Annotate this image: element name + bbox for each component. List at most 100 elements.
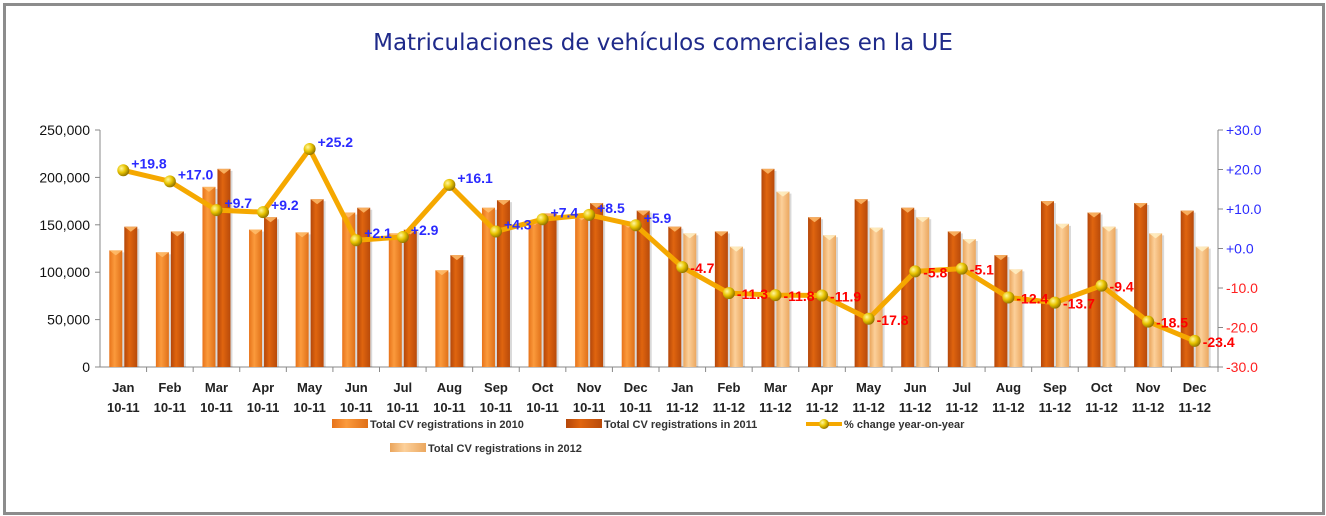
pct-change-marker: [583, 208, 596, 221]
bar-2012: [1102, 226, 1116, 367]
pct-change-label: +17.0: [178, 166, 214, 182]
legend-label: Total CV registrations in 2012: [428, 443, 582, 455]
left-tick-label: 200,000: [39, 169, 90, 185]
bar-2012: [916, 217, 930, 367]
bar-top-highlight: [295, 232, 309, 238]
x-tick-label-period: 10-11: [526, 400, 559, 415]
pct-change-label: -5.8: [923, 264, 947, 280]
x-tick-label-period: 10-11: [387, 400, 420, 415]
bar-top-highlight: [1149, 233, 1163, 239]
bar-top-highlight: [1180, 210, 1194, 216]
bar-top-highlight: [962, 239, 976, 245]
pct-change-marker: [816, 289, 829, 302]
bar-top-highlight: [947, 231, 961, 237]
pct-change-label: -11.8: [783, 288, 814, 304]
x-tick-label-period: 11-12: [946, 400, 979, 415]
bar-2011: [1180, 210, 1194, 367]
x-tick-label-period: 11-12: [1039, 400, 1072, 415]
bar-top-highlight: [435, 270, 449, 276]
x-tick-label-month: Mar: [205, 380, 228, 395]
bar-2012: [962, 239, 976, 367]
bar-top-highlight: [854, 199, 868, 205]
x-tick-label-month: Aug: [996, 380, 1021, 395]
bar-top-highlight: [668, 226, 682, 232]
bar-top-highlight: [310, 199, 324, 205]
pct-change-label: -23.4: [1203, 334, 1235, 350]
x-tick-label-month: Oct: [1091, 380, 1113, 395]
pct-change-label: +25.2: [318, 134, 354, 150]
bar-top-highlight: [170, 231, 184, 237]
pct-change-marker: [210, 204, 223, 217]
bar-top-highlight: [496, 200, 510, 206]
bar-2012: [1149, 233, 1163, 367]
bar-2011: [450, 255, 464, 367]
bar-2010: [295, 232, 309, 367]
x-tick-label-month: Mar: [764, 380, 787, 395]
bar-2011: [761, 168, 775, 367]
right-tick-label: +20.0: [1226, 162, 1262, 178]
x-tick-label-month: Aug: [437, 380, 462, 395]
bar-2012: [776, 191, 790, 367]
bar-top-highlight: [1102, 226, 1116, 232]
legend-label: Total CV registrations in 2011: [604, 419, 757, 431]
x-tick-label-month: Apr: [811, 380, 833, 395]
x-tick-label-month: Jul: [393, 380, 412, 395]
x-tick-label-month: Jan: [671, 380, 693, 395]
bar-2011: [714, 231, 728, 367]
pct-change-label: +8.5: [597, 200, 625, 216]
pct-change-label: +9.2: [271, 197, 299, 213]
bar-2011: [994, 255, 1008, 367]
bar-top-highlight: [124, 226, 138, 232]
bar-top-highlight: [901, 207, 915, 213]
bar-top-highlight: [761, 168, 775, 174]
bar-top-highlight: [714, 231, 728, 237]
x-tick-label-period: 10-11: [107, 400, 140, 415]
x-tick-label-month: May: [856, 380, 882, 395]
bar-top-highlight: [776, 191, 790, 197]
pct-change-label: +2.9: [411, 222, 439, 238]
x-tick-label-month: Jul: [952, 380, 971, 395]
legend-marker: [819, 419, 829, 429]
bar-top-highlight: [1055, 223, 1069, 229]
bar-2011: [170, 231, 184, 367]
bar-top-highlight: [1087, 212, 1101, 218]
bar-2010: [528, 220, 542, 367]
pct-change-label: +2.1: [364, 225, 392, 241]
bar-top-highlight: [450, 255, 464, 261]
bar-2012: [683, 233, 697, 367]
bar-2011: [1134, 202, 1148, 367]
pct-change-label: -11.3: [737, 286, 768, 302]
x-tick-label-month: Nov: [577, 380, 602, 395]
bar-2010: [621, 222, 635, 367]
bar-2010: [481, 207, 495, 367]
x-tick-label-period: 10-11: [293, 400, 326, 415]
x-tick-label-month: Jan: [112, 380, 134, 395]
pct-change-marker: [163, 175, 176, 188]
chart-title: Matriculaciones de vehículos comerciales…: [373, 30, 953, 56]
x-tick-label-month: Dec: [624, 380, 648, 395]
pct-change-line: [122, 146, 1196, 344]
bar-2011: [217, 168, 231, 367]
pct-change-marker: [1002, 291, 1015, 304]
pct-change-label: -4.7: [690, 260, 714, 276]
pct-change-label: +16.1: [457, 170, 493, 186]
pct-change-marker: [862, 312, 875, 325]
bar-top-highlight: [357, 207, 371, 213]
x-tick-label-month: Feb: [717, 380, 740, 395]
x-tick-label-period: 10-11: [247, 400, 280, 415]
legend-label: % change year-on-year: [844, 419, 965, 431]
bar-2011: [668, 226, 682, 367]
x-tick-label-month: Jun: [345, 380, 368, 395]
pct-change-marker: [536, 213, 549, 226]
legend-swatch: [566, 419, 602, 428]
pct-change-marker: [257, 206, 270, 219]
pct-change-marker: [909, 265, 922, 278]
right-tick-label: +30.0: [1226, 122, 1262, 138]
bar-top-highlight: [1009, 269, 1023, 275]
bar-top-highlight: [869, 227, 883, 233]
bar-2010: [249, 229, 263, 367]
pct-change-label: +7.4: [551, 204, 579, 220]
pct-change-marker: [1188, 334, 1201, 347]
pct-change-marker: [489, 225, 502, 238]
x-tick-label-month: Dec: [1183, 380, 1207, 395]
